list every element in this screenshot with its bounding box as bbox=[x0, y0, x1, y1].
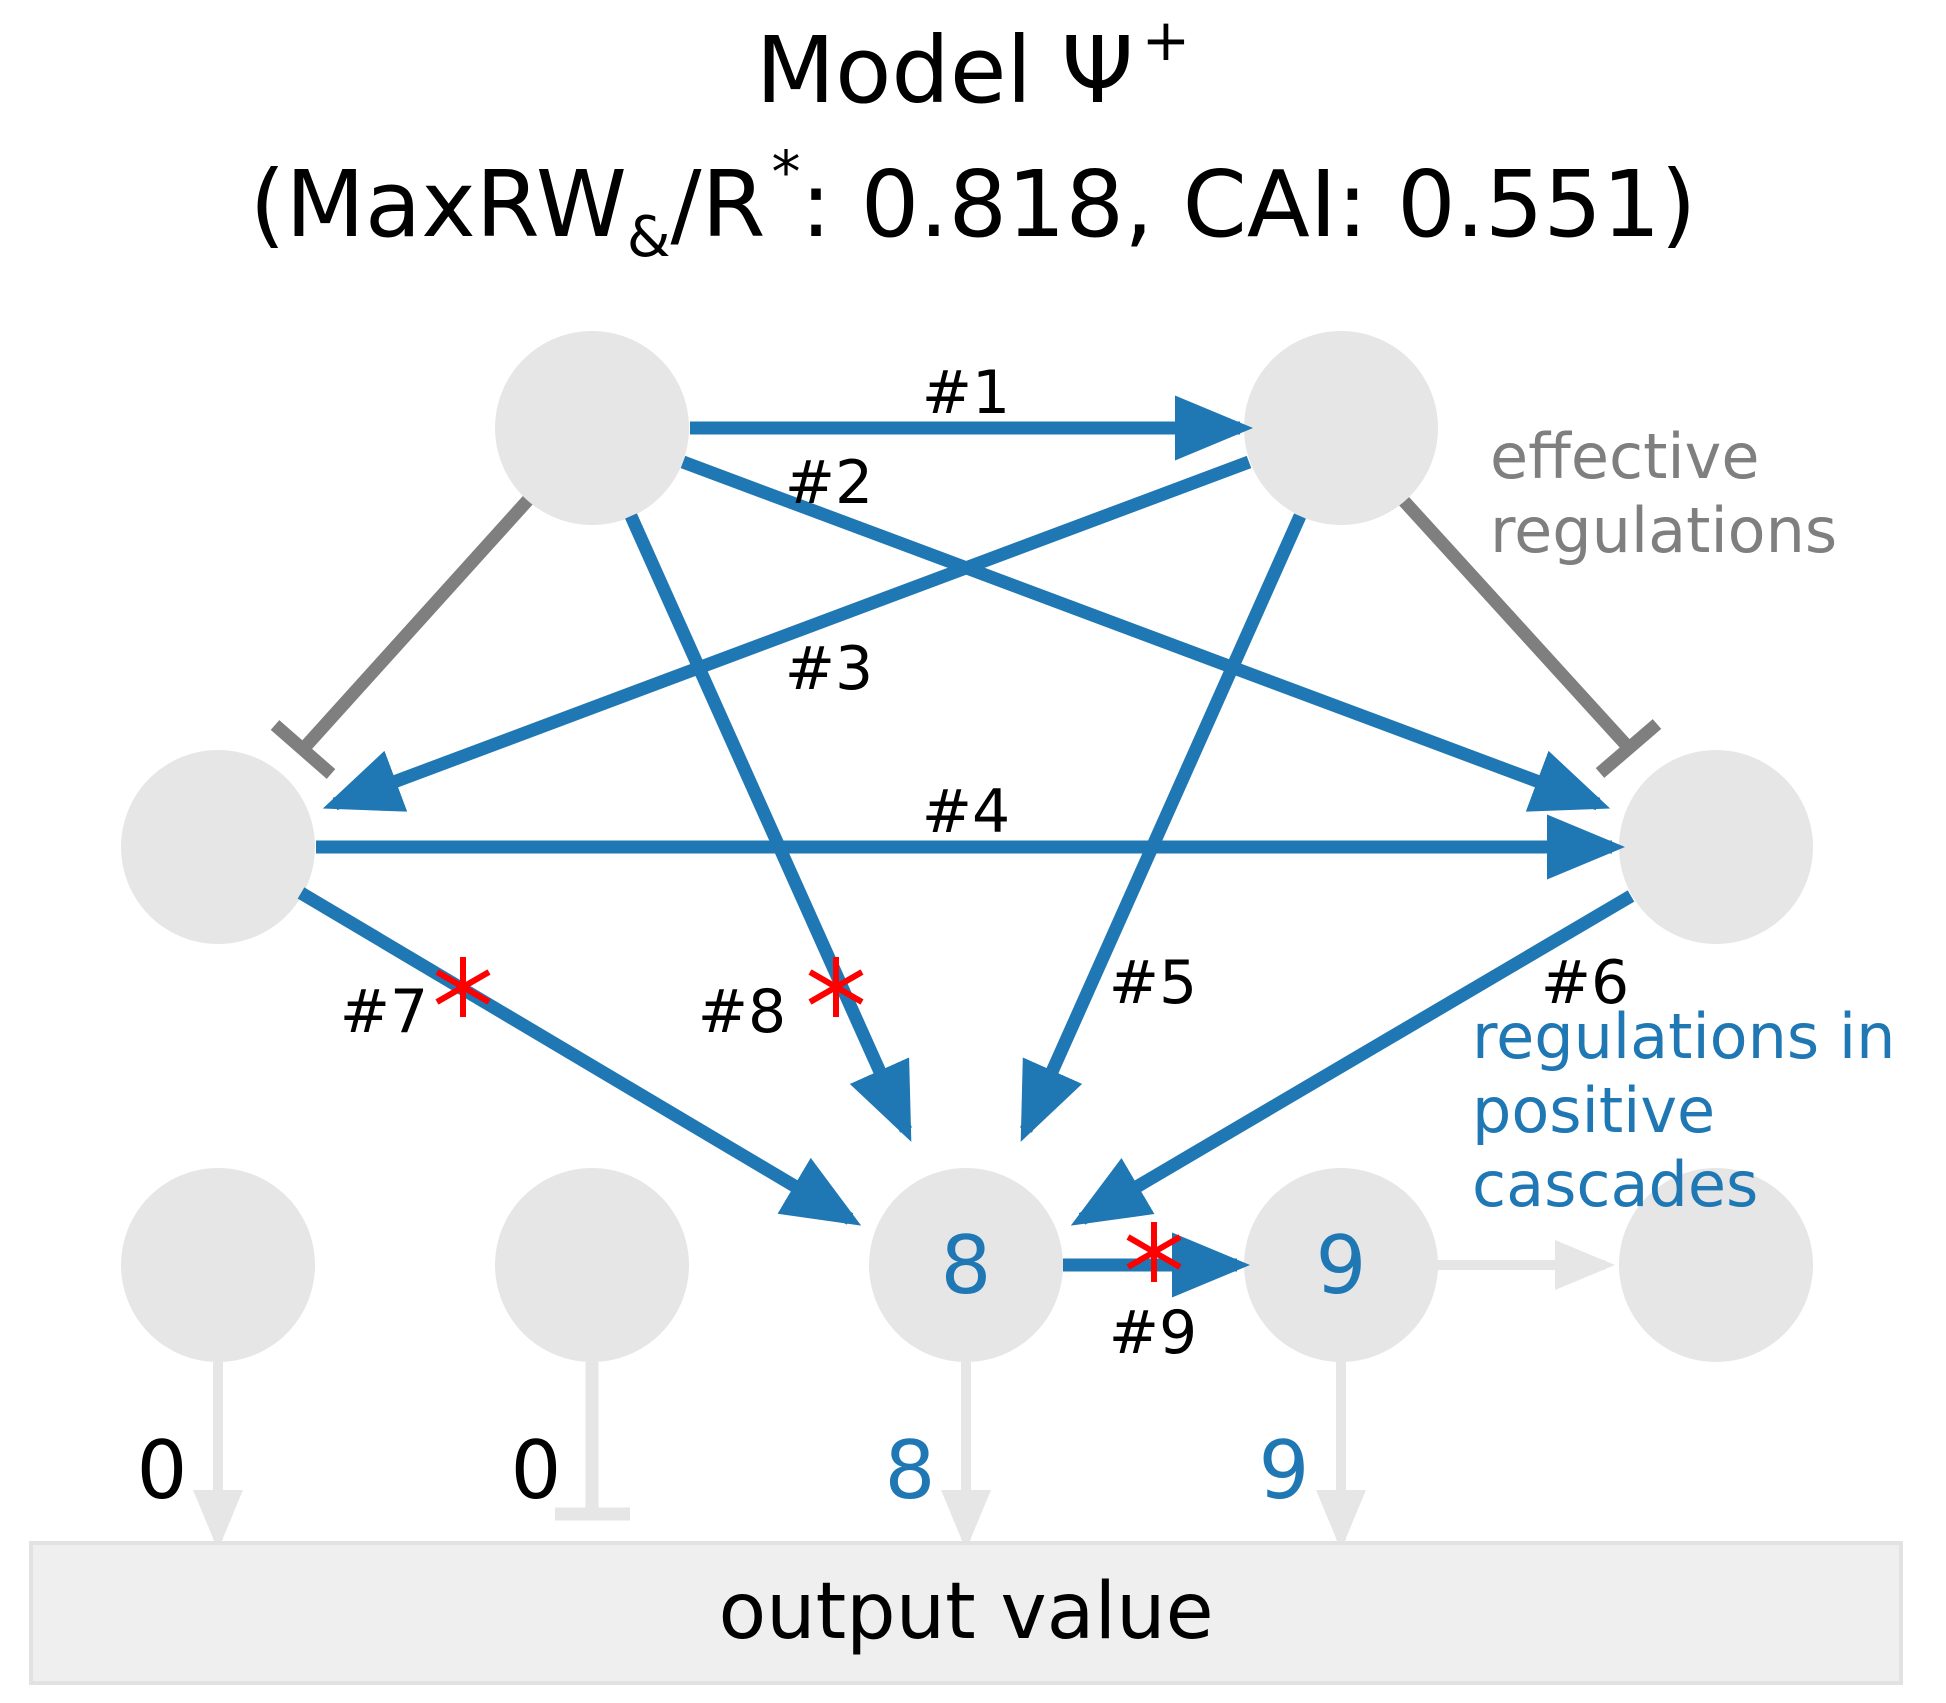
node-bottom-1 bbox=[121, 1168, 315, 1362]
edge-6 bbox=[1070, 890, 1635, 1226]
edge-labels: #1 #2 #3 #4 #5 #6 #7 #8 #9 bbox=[340, 358, 1629, 1368]
node-mid-right bbox=[1619, 750, 1813, 944]
node-mid-left bbox=[121, 750, 315, 944]
inactive-edges bbox=[193, 1240, 1615, 1550]
edge-label-1: #1 bbox=[922, 358, 1010, 428]
edge-label-2: #2 bbox=[785, 448, 873, 518]
edge-2 bbox=[680, 455, 1611, 812]
output-contribution-3: 8 bbox=[885, 1424, 936, 1517]
edge-label-3: #3 bbox=[785, 634, 873, 704]
edge-8 bbox=[625, 513, 912, 1142]
legend-positive-line-2: positive bbox=[1472, 1074, 1715, 1147]
positive-cascade-edges bbox=[297, 395, 1635, 1298]
effective-regulation-edges bbox=[270, 495, 1662, 779]
edge-label-9: #9 bbox=[1109, 1298, 1197, 1368]
inhibition-edge-top-left-to-mid-left bbox=[300, 495, 533, 752]
edge-label-5: #5 bbox=[1109, 948, 1197, 1018]
output-contributions: 0 0 8 9 bbox=[137, 1424, 1310, 1517]
inhibition-edge-top-right-to-mid-right bbox=[1398, 495, 1633, 752]
edge-5 bbox=[1020, 513, 1306, 1142]
mutation-marker-edge-8 bbox=[808, 957, 864, 1017]
edge-label-8: #8 bbox=[698, 977, 786, 1047]
node-9-label: 9 bbox=[1316, 1219, 1367, 1312]
nodes bbox=[121, 331, 1813, 1362]
edge-label-6: #6 bbox=[1541, 948, 1629, 1018]
output-contribution-4: 9 bbox=[1259, 1424, 1310, 1517]
inhibition-bar-mid-left bbox=[270, 720, 336, 779]
legend-positive-line-3: cascades bbox=[1472, 1148, 1758, 1221]
node-9 bbox=[1244, 1168, 1438, 1362]
legend-effective: effective regulations bbox=[1490, 420, 1837, 567]
title-line-1: Model Ψ + bbox=[756, 6, 1191, 124]
output-contribution-1: 0 bbox=[137, 1424, 188, 1517]
title-line-2: (MaxRW&/R *: 0.818, CAI: 0.551) bbox=[250, 138, 1697, 270]
node-bottom-5 bbox=[1619, 1168, 1813, 1362]
node-8-label: 8 bbox=[941, 1219, 992, 1312]
node-top-left bbox=[495, 331, 689, 525]
edge-label-4: #4 bbox=[922, 777, 1010, 847]
output-value-label: output value bbox=[718, 1567, 1213, 1657]
legend-positive-line-1: regulations in bbox=[1472, 1000, 1895, 1073]
edge-7 bbox=[297, 887, 862, 1226]
node-top-right bbox=[1244, 331, 1438, 525]
output-value-box bbox=[29, 1541, 1903, 1685]
node-bottom-2 bbox=[495, 1168, 689, 1362]
legend-effective-line-1: effective bbox=[1490, 420, 1759, 493]
mutation-markers bbox=[435, 957, 1182, 1282]
edge-3 bbox=[322, 455, 1252, 812]
edge-label-7: #7 bbox=[340, 977, 428, 1047]
node-8 bbox=[869, 1168, 1063, 1362]
output-contribution-2: 0 bbox=[511, 1424, 562, 1517]
mutation-marker-edge-7 bbox=[435, 957, 491, 1017]
legend-positive: regulations in positive cascades bbox=[1472, 1000, 1895, 1221]
legend-effective-line-2: regulations bbox=[1490, 494, 1837, 567]
mutation-marker-edge-9 bbox=[1126, 1222, 1182, 1282]
